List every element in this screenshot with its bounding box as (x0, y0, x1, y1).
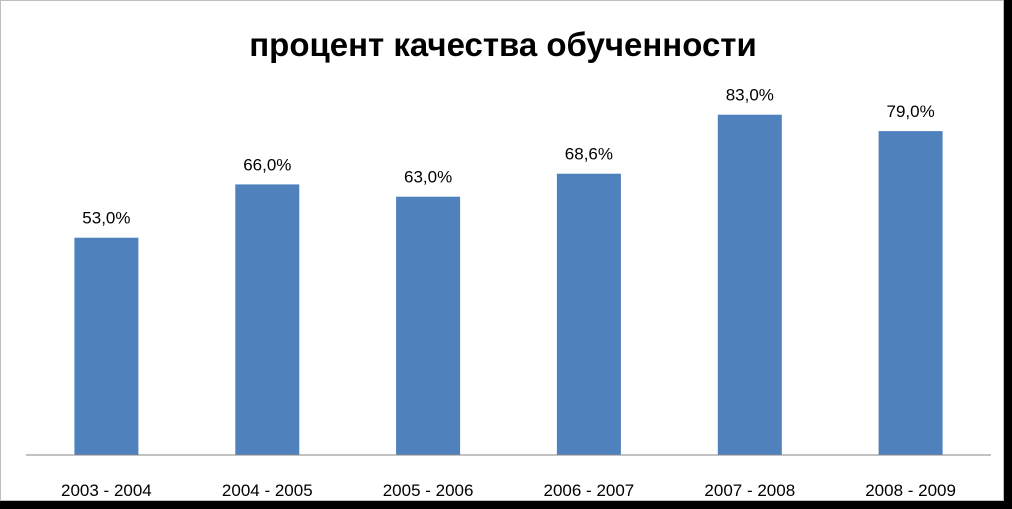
value-label-5: 83,0% (726, 86, 774, 105)
category-label-4: 2006 - 2007 (544, 481, 635, 500)
category-label-3: 2005 - 2006 (383, 481, 474, 500)
bar-2 (235, 184, 300, 455)
bar-3 (396, 196, 461, 455)
value-label-3: 63,0% (404, 168, 452, 187)
value-labels-group: 53,0% 66,0% 63,0% 68,6% 83,0% 79,0% (82, 86, 934, 228)
category-label-6: 2008 - 2009 (865, 481, 956, 500)
category-labels-group: 2003 - 2004 2004 - 2005 2005 - 2006 2006 - … (61, 481, 956, 500)
category-label-5: 2007 - 2008 (704, 481, 795, 500)
bar-6 (878, 131, 943, 455)
value-label-1: 53,0% (82, 209, 130, 228)
value-label-2: 66,0% (243, 155, 291, 174)
value-label-6: 79,0% (886, 102, 934, 121)
chart-title: процент качества обученности (249, 26, 757, 63)
bar-4 (556, 173, 621, 455)
chart-area: процент качества обученности 53,0% 66,0% 6… (0, 0, 1004, 501)
category-label-2: 2004 - 2005 (222, 481, 313, 500)
bar-1 (74, 237, 139, 455)
value-label-4: 68,6% (565, 145, 613, 164)
bars-group (74, 114, 943, 455)
bar-5 (717, 114, 782, 455)
bar-chart: процент качества обученности 53,0% 66,0% 6… (26, 26, 991, 500)
category-label-1: 2003 - 2004 (61, 481, 152, 500)
